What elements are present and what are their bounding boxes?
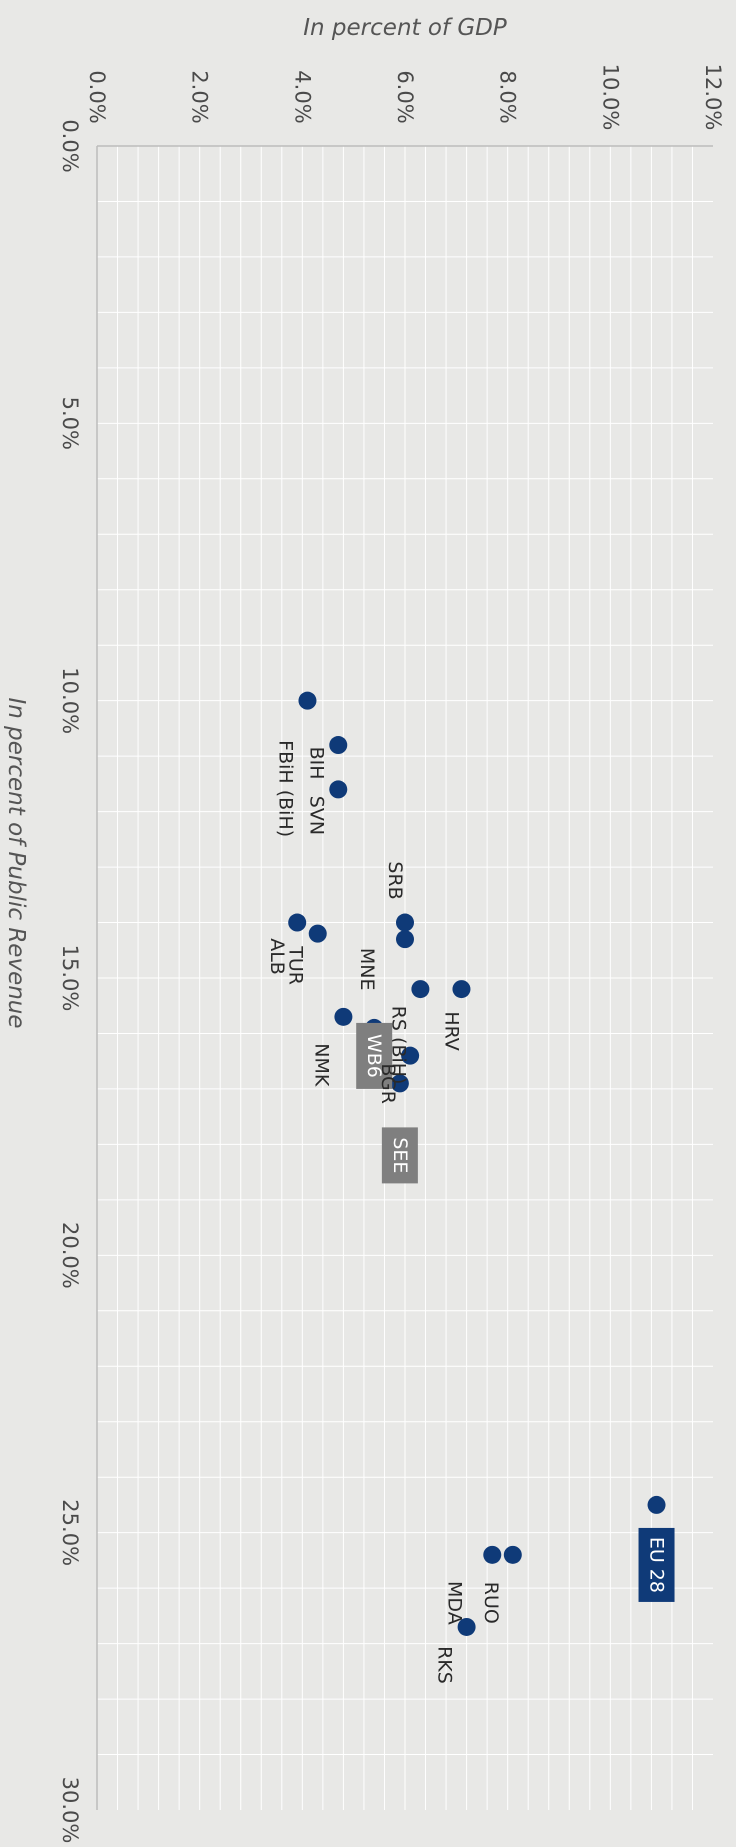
data-point [457, 1617, 476, 1636]
point-label: NMK [310, 1043, 332, 1087]
point-label: RKS [434, 1646, 456, 1684]
data-point [503, 1545, 522, 1564]
data-point [334, 1007, 353, 1026]
point-label: TUR [285, 945, 307, 985]
x-tick-label: 6.0% [393, 70, 417, 123]
y-tick-label: 0.0% [58, 119, 82, 172]
x-tick-label: 12.0% [701, 64, 725, 131]
tick-labels: 0.0% 2.0% 4.0% 6.0% 8.0% 10.0% 12.0% 0.0% 5.0% 10… [58, 64, 725, 1844]
data-point [452, 980, 471, 999]
point-label: MDA [443, 1581, 465, 1625]
data-point [288, 913, 307, 932]
point-label: SVN [305, 796, 327, 835]
y-tick-label: 5.0% [58, 397, 82, 450]
y-tick-label: 25.0% [58, 1499, 82, 1566]
grid-lines [97, 146, 713, 1810]
point-label: MNE [356, 948, 378, 991]
highlight-label: SEE [389, 1137, 411, 1173]
data-point [411, 980, 430, 999]
data-point [298, 691, 317, 710]
data-point [390, 1074, 409, 1093]
y-axis-title: In percent of Public Revenue [3, 697, 29, 1028]
data-point [329, 736, 348, 755]
x-tick-label: 2.0% [188, 70, 212, 123]
data-point [647, 1495, 666, 1514]
point-label: ALB [266, 938, 288, 975]
highlight-box [381, 1127, 418, 1184]
y-tick-label: 30.0% [58, 1777, 82, 1844]
point-label: RUO [480, 1582, 502, 1624]
y-tick-label: 15.0% [58, 945, 82, 1012]
y-tick-label: 10.0% [58, 667, 82, 734]
highlight-label: WB6 [363, 1034, 385, 1078]
point-label: HRV [440, 1011, 462, 1050]
highlight-box [356, 1022, 393, 1089]
point-label: FBiH (BiH) [274, 740, 296, 837]
data-point [483, 1545, 502, 1564]
x-tick-label: 0.0% [85, 70, 109, 123]
point-label: RS (BiH) [387, 1006, 409, 1085]
x-tick-label: 4.0% [290, 70, 314, 123]
data-point [308, 924, 327, 943]
axes [96, 145, 713, 1810]
y-tick-label: 20.0% [58, 1222, 82, 1289]
highlight-label: EU 28 [646, 1537, 668, 1593]
highlight-box [638, 1527, 675, 1602]
data-points [288, 691, 666, 1636]
data-point [396, 930, 414, 949]
point-label: BIH [305, 747, 327, 780]
x-tick-label: 8.0% [496, 70, 520, 123]
point-label: SRB [384, 861, 406, 899]
data-point [329, 780, 348, 799]
data-point [401, 1046, 420, 1065]
x-tick-label: 10.0% [598, 64, 622, 131]
x-axis-title: In percent of GDP [303, 15, 507, 41]
point-label: BGR [377, 1063, 399, 1104]
data-point [396, 913, 414, 932]
